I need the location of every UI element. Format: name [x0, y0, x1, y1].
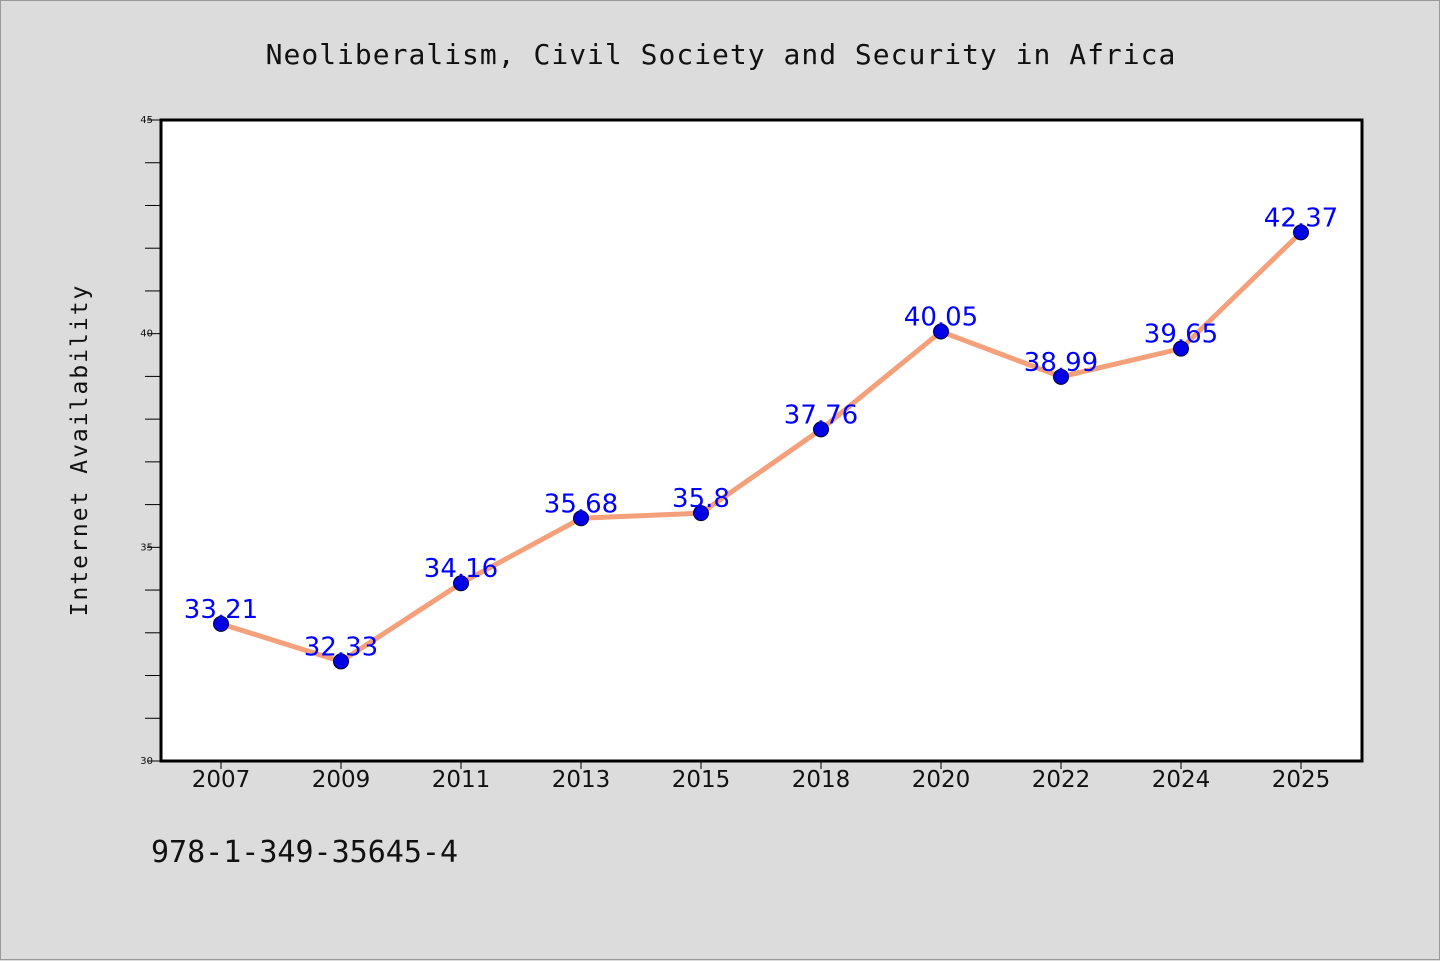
data-label: 32.33: [304, 632, 378, 662]
data-point: [573, 510, 589, 527]
data-label: 35.68: [544, 489, 618, 519]
y-tick-label: 30: [140, 756, 153, 767]
data-label: 37.76: [784, 400, 858, 430]
x-tick-label: 2025: [1272, 767, 1331, 793]
isbn-text: 978-1-349-35645-4: [151, 835, 459, 870]
data-point: [933, 323, 949, 340]
x-tick-label: 2020: [912, 767, 971, 793]
y-tick-label: 40: [140, 329, 153, 340]
data-labels: 33.21 32.33 34.16 35.68 35.8 37.76 40.05 38.99 3…: [184, 203, 1338, 662]
x-tick-label: 2024: [1152, 767, 1211, 793]
data-label: 40.05: [904, 303, 978, 333]
x-tick-label: 2007: [192, 767, 251, 793]
data-label: 35.8: [672, 484, 730, 514]
data-point: [693, 505, 709, 522]
data-markers: [213, 224, 1309, 670]
data-point: [1053, 368, 1069, 385]
data-point: [813, 421, 829, 438]
x-tick-label: 2013: [552, 767, 611, 793]
data-point: [1293, 224, 1309, 241]
data-label: 42.37: [1264, 203, 1338, 233]
data-point: [453, 575, 469, 592]
data-point: [213, 615, 229, 632]
series-line-group: [218, 229, 1304, 664]
data-label: 33.21: [184, 595, 258, 625]
plot-border: [159, 118, 1364, 763]
x-tick-label: 2011: [432, 767, 491, 793]
y-axis-label: Internet Availability: [67, 284, 93, 617]
y-axis: 30 35 40 45: [140, 115, 161, 767]
data-point: [1173, 340, 1189, 357]
series-line: [218, 229, 1304, 664]
y-tick-label: 45: [140, 115, 153, 126]
chart-title: Neoliberalism, Civil Society and Securit…: [266, 38, 1177, 71]
x-tick-label: 2022: [1032, 767, 1091, 793]
plot-area: [161, 120, 1362, 761]
data-label: 39.65: [1144, 320, 1218, 350]
x-tick-label: 2009: [312, 767, 371, 793]
y-tick-label: 35: [140, 542, 153, 553]
x-tick-label: 2018: [792, 767, 851, 793]
x-axis: 2007 2009 2011 2013 2015 2018 2020 2022 2024 2025: [192, 761, 1331, 793]
data-label: 38.99: [1024, 348, 1098, 378]
x-tick-label: 2015: [672, 767, 731, 793]
data-point: [333, 653, 349, 670]
data-label: 34.16: [424, 554, 498, 584]
